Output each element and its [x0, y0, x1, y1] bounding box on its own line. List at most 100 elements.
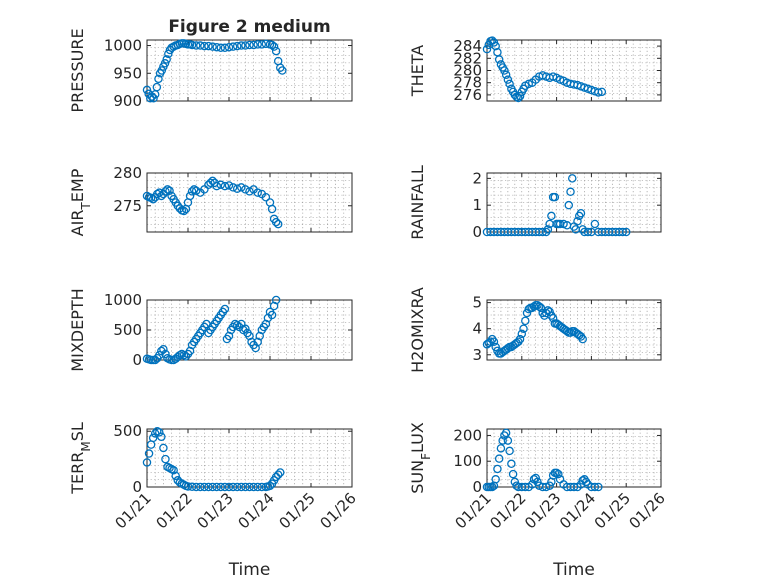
y-tick-label: 280	[453, 62, 482, 80]
data-point	[576, 208, 586, 218]
data-point	[191, 186, 201, 195]
data-point	[512, 92, 521, 101]
data-point	[534, 302, 544, 311]
y-axis-label: H2OMIXRA	[408, 287, 427, 373]
data-point	[573, 217, 582, 226]
axes-box	[146, 39, 353, 102]
data-point	[232, 41, 242, 51]
data-point	[594, 482, 603, 492]
subplot-4: 0 1 2 RAINFALL	[408, 165, 662, 241]
y-tick-label: 280	[113, 164, 142, 182]
data-point	[550, 192, 560, 202]
y-axis-label: SUNFLUX	[408, 422, 433, 494]
subplot-7: 050001/2101/2201/2301/2401/2501/26TERRMS…	[68, 422, 360, 580]
data-point	[543, 225, 553, 234]
data-point	[220, 304, 230, 314]
data-point	[204, 41, 213, 51]
data-point	[162, 55, 171, 64]
data-point	[501, 70, 511, 80]
data-point	[583, 227, 593, 237]
data-point	[228, 42, 238, 51]
data-point	[267, 40, 277, 50]
data-point	[505, 79, 514, 89]
data-point	[257, 40, 267, 49]
data-point	[500, 66, 509, 75]
x-tick-label: 01/22	[486, 489, 529, 532]
data-point	[257, 482, 267, 492]
data-point	[241, 185, 250, 194]
data-point	[564, 200, 574, 210]
data-point	[196, 41, 205, 50]
data-point	[491, 41, 500, 51]
data-point	[241, 41, 250, 50]
data-point	[493, 464, 502, 474]
data-point	[228, 482, 238, 492]
y-axis-label: TERRMSL	[68, 422, 93, 495]
data-point	[621, 227, 631, 237]
data-point	[224, 181, 234, 190]
data-point	[200, 482, 209, 492]
subplot-5: 0 500 1000 MIXDEPTH	[68, 288, 353, 372]
data-point	[482, 44, 492, 54]
data-point	[503, 436, 513, 445]
data-point	[196, 482, 205, 492]
data-point	[165, 186, 174, 195]
data-point	[245, 40, 254, 50]
data-point	[552, 468, 561, 478]
data-point	[491, 475, 500, 484]
data-point	[187, 187, 197, 196]
data-point	[216, 43, 226, 53]
data-point	[271, 46, 281, 56]
y-tick-label: 278	[453, 74, 482, 92]
data-point	[161, 187, 170, 196]
y-tick-label: 4	[472, 320, 482, 338]
x-tick-label: 01/22	[153, 489, 196, 532]
data-point	[212, 482, 221, 492]
data-point	[152, 82, 162, 92]
data-point	[157, 66, 167, 75]
data-point	[169, 466, 178, 475]
data-point	[519, 324, 528, 333]
y-axis-label: THETA	[408, 45, 427, 97]
x-tick-label: 01/24	[556, 489, 599, 532]
data-point	[163, 185, 172, 194]
data-point	[160, 59, 170, 68]
data-point	[253, 188, 262, 197]
data-point	[566, 187, 575, 197]
data-point	[171, 471, 180, 481]
y-tick-label: 284	[453, 37, 482, 55]
data-point	[212, 42, 221, 52]
y-tick-label: 0	[132, 478, 142, 496]
data-point	[271, 217, 281, 227]
y-axis-label: RAINFALL	[408, 165, 427, 240]
data-point	[241, 482, 250, 492]
data-point	[148, 433, 158, 443]
data-point	[253, 40, 262, 49]
y-tick-label: 282	[453, 49, 482, 67]
data-point	[204, 482, 213, 492]
data-point	[265, 481, 275, 491]
axes-box	[146, 172, 353, 233]
y-tick-label: 500	[113, 422, 142, 440]
axes-box	[486, 299, 662, 361]
data-point	[494, 454, 504, 463]
y-axis-label: PRESSURE	[68, 28, 87, 112]
data-point	[498, 436, 507, 445]
data-point	[232, 184, 242, 193]
data-point	[155, 350, 164, 360]
data-point	[237, 183, 246, 192]
data-point	[161, 454, 170, 464]
data-point	[183, 482, 193, 491]
x-axis-label: Time	[228, 560, 271, 580]
data-point	[491, 342, 500, 352]
data-point	[237, 482, 246, 492]
y-tick-label: 950	[113, 64, 142, 82]
data-point	[271, 295, 281, 305]
chart-title: Figure 2 medium	[168, 17, 330, 37]
data-point	[224, 42, 234, 52]
y-tick-label: 1000	[104, 37, 142, 55]
data-point	[159, 443, 168, 453]
data-point	[578, 334, 587, 344]
